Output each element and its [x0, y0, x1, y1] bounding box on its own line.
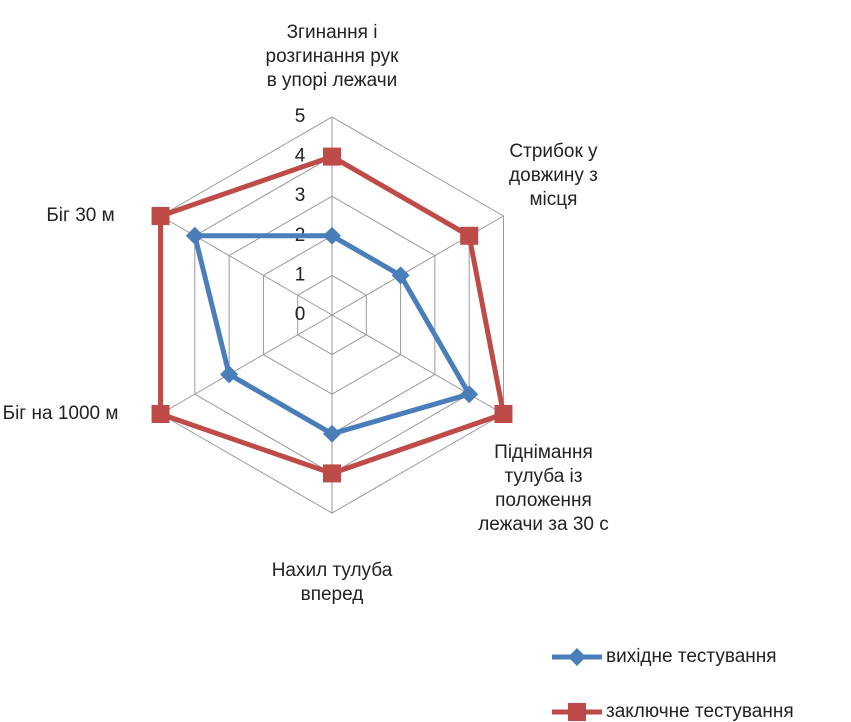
marker [323, 226, 341, 245]
category-label: Нахил тулуба вперед [272, 560, 393, 605]
marker [323, 147, 341, 166]
category-label: Біг 30 м [46, 205, 114, 226]
marker [494, 405, 513, 423]
legend-label: вихідне тестування [606, 646, 777, 667]
spoke [160, 314, 333, 415]
marker [185, 226, 204, 245]
r-tick-label: 1 [295, 264, 306, 285]
spoke [331, 314, 504, 415]
marker [460, 226, 479, 245]
marker [151, 405, 170, 423]
marker [568, 703, 586, 721]
marker [323, 464, 341, 483]
marker [220, 365, 239, 384]
legend-label: заключне тестування [606, 701, 794, 722]
r-tick-label: 3 [295, 185, 306, 206]
r-tick-label: 0 [295, 304, 306, 325]
marker [391, 266, 410, 285]
r-tick-label: 5 [295, 106, 306, 127]
r-tick-label: 4 [295, 146, 306, 167]
marker [323, 424, 341, 443]
marker [460, 385, 479, 404]
category-label: Піднімання тулуба із положення лежачи за 30… [478, 442, 609, 535]
marker [151, 207, 170, 225]
category-label: Стрибок у довжину з місця [509, 141, 598, 210]
marker [568, 648, 586, 666]
category-label: Біг на 1000 м [3, 403, 119, 424]
spoke [160, 215, 333, 316]
category-label: Згинання і розгинання рук в упорі лежачи [266, 22, 400, 91]
